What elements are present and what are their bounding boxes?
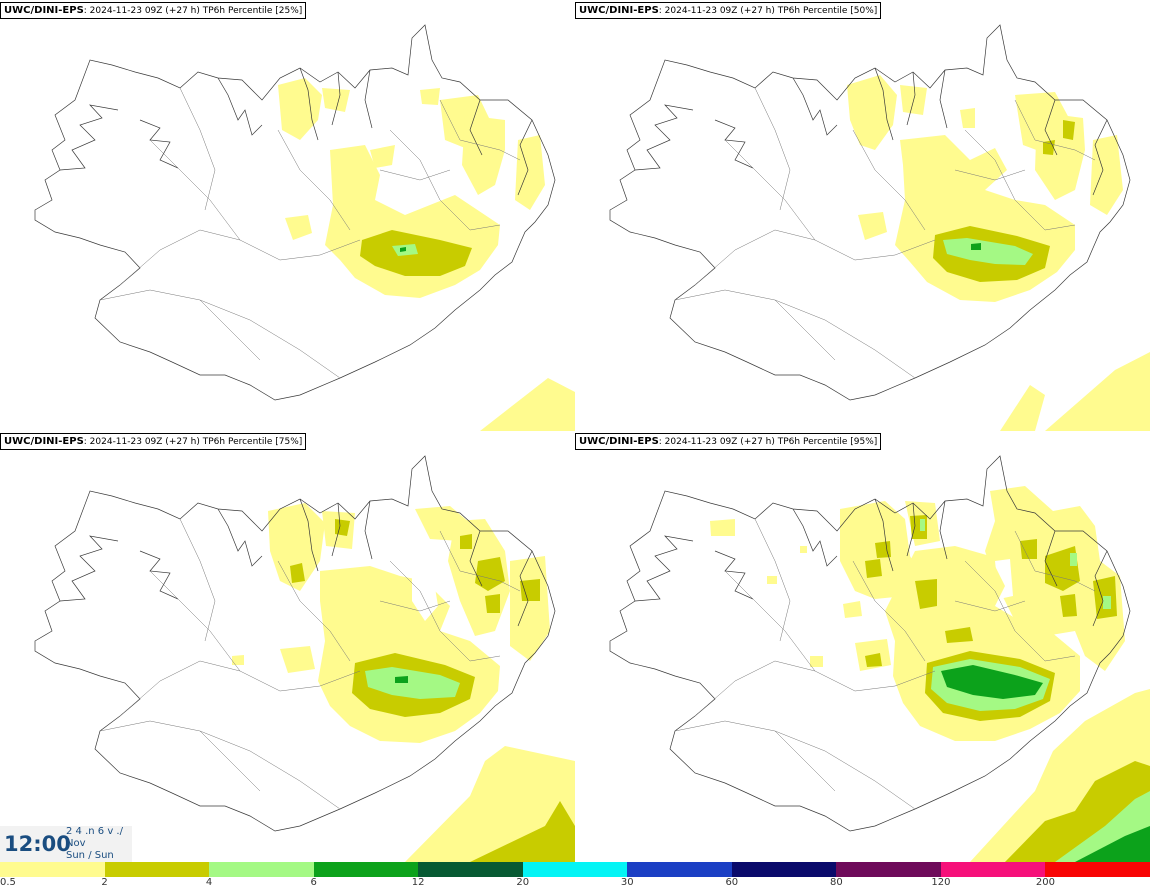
roads bbox=[674, 87, 1096, 379]
legend-swatch bbox=[836, 862, 941, 877]
legend-tick-label: 120 bbox=[931, 877, 951, 888]
coastline bbox=[609, 24, 1131, 401]
legend-tick-label: 30 bbox=[620, 877, 634, 888]
precip-layer bbox=[710, 486, 1150, 862]
precip-legend: 0.5 2 4 6 12 20 30 60 80 120 200 bbox=[0, 862, 1150, 891]
legend-swatch bbox=[940, 862, 1046, 877]
coastline bbox=[34, 455, 556, 832]
legend-swatch bbox=[418, 862, 523, 877]
map-panel-p95: UWC/DINI-EPS: 2024-11-23 09Z (+27 h) TP6… bbox=[575, 431, 1150, 862]
valid-time-box: 12:00 2 4 .n 6 v ./ Nov Sun / Sun bbox=[0, 826, 132, 862]
run-info: : 2024-11-23 09Z (+27 h) bbox=[658, 6, 778, 16]
legend-tick-label: 20 bbox=[516, 877, 530, 888]
date-line-2: Nov bbox=[66, 838, 86, 849]
legend-swatch bbox=[627, 862, 732, 877]
map-panel-p75: UWC/DINI-EPS: 2024-11-23 09Z (+27 h) TP6… bbox=[0, 431, 575, 862]
legend-swatch bbox=[1045, 862, 1150, 877]
panel-title: UWC/DINI-EPS: 2024-11-23 09Z (+27 h) TP6… bbox=[0, 2, 307, 19]
legend-tick-label: 4 bbox=[205, 877, 213, 888]
legend-swatch bbox=[731, 862, 837, 877]
precip-layer bbox=[278, 78, 575, 431]
roads bbox=[674, 518, 1096, 810]
coastline bbox=[609, 455, 1131, 832]
legend-swatch bbox=[0, 862, 105, 877]
date-line-3: Sun / Sun bbox=[66, 850, 114, 861]
legend-tick-labels: 0.5 2 4 6 12 20 30 60 80 120 200 bbox=[0, 877, 1150, 891]
map-panel-p25: UWC/DINI-EPS: 2024-11-23 09Z (+27 h) TP6… bbox=[0, 0, 575, 431]
map-p95 bbox=[609, 455, 1150, 862]
model-name: UWC/DINI-EPS bbox=[4, 436, 84, 447]
legend-swatch bbox=[209, 862, 314, 877]
field-name: TP6h Percentile [25%] bbox=[202, 6, 303, 16]
legend-tick-label: 60 bbox=[725, 877, 739, 888]
field-name: TP6h Percentile [75%] bbox=[202, 437, 303, 447]
roads bbox=[99, 87, 521, 379]
map-panel-p50: UWC/DINI-EPS: 2024-11-23 09Z (+27 h) TP6… bbox=[575, 0, 1150, 431]
field-name: TP6h Percentile [95%] bbox=[777, 437, 878, 447]
model-name: UWC/DINI-EPS bbox=[579, 436, 659, 447]
model-name: UWC/DINI-EPS bbox=[579, 5, 659, 16]
legend-tick-label: 80 bbox=[829, 877, 843, 888]
map-p50 bbox=[609, 24, 1150, 431]
legend-swatch bbox=[313, 862, 419, 877]
valid-date: 2 4 .n 6 v ./ Nov Sun / Sun bbox=[66, 826, 123, 862]
legend-tick-label: 0.5 bbox=[0, 877, 16, 888]
panel-title: UWC/DINI-EPS: 2024-11-23 09Z (+27 h) TP6… bbox=[575, 433, 882, 450]
coastline bbox=[34, 24, 556, 401]
valid-time: 12:00 bbox=[4, 832, 71, 856]
precip-layer bbox=[847, 75, 1150, 431]
run-info: : 2024-11-23 09Z (+27 h) bbox=[83, 6, 203, 16]
legend-color-bar bbox=[0, 862, 1150, 877]
legend-tick-label: 2 bbox=[101, 877, 108, 888]
model-name: UWC/DINI-EPS bbox=[4, 5, 84, 16]
legend-tick-label: 12 bbox=[411, 877, 425, 888]
field-name: TP6h Percentile [50%] bbox=[777, 6, 878, 16]
precip-layer bbox=[232, 503, 575, 862]
legend-tick-label: 6 bbox=[310, 877, 317, 888]
roads bbox=[99, 518, 521, 810]
date-line-1: 2 4 .n 6 v ./ bbox=[66, 826, 123, 837]
map-p25 bbox=[34, 24, 575, 431]
map-p75 bbox=[34, 455, 575, 862]
legend-swatch bbox=[522, 862, 628, 877]
panel-title: UWC/DINI-EPS: 2024-11-23 09Z (+27 h) TP6… bbox=[575, 2, 882, 19]
run-info: : 2024-11-23 09Z (+27 h) bbox=[83, 437, 203, 447]
panel-title: UWC/DINI-EPS: 2024-11-23 09Z (+27 h) TP6… bbox=[0, 433, 307, 450]
legend-swatch bbox=[104, 862, 210, 877]
run-info: : 2024-11-23 09Z (+27 h) bbox=[658, 437, 778, 447]
legend-tick-label: 200 bbox=[1035, 877, 1055, 888]
